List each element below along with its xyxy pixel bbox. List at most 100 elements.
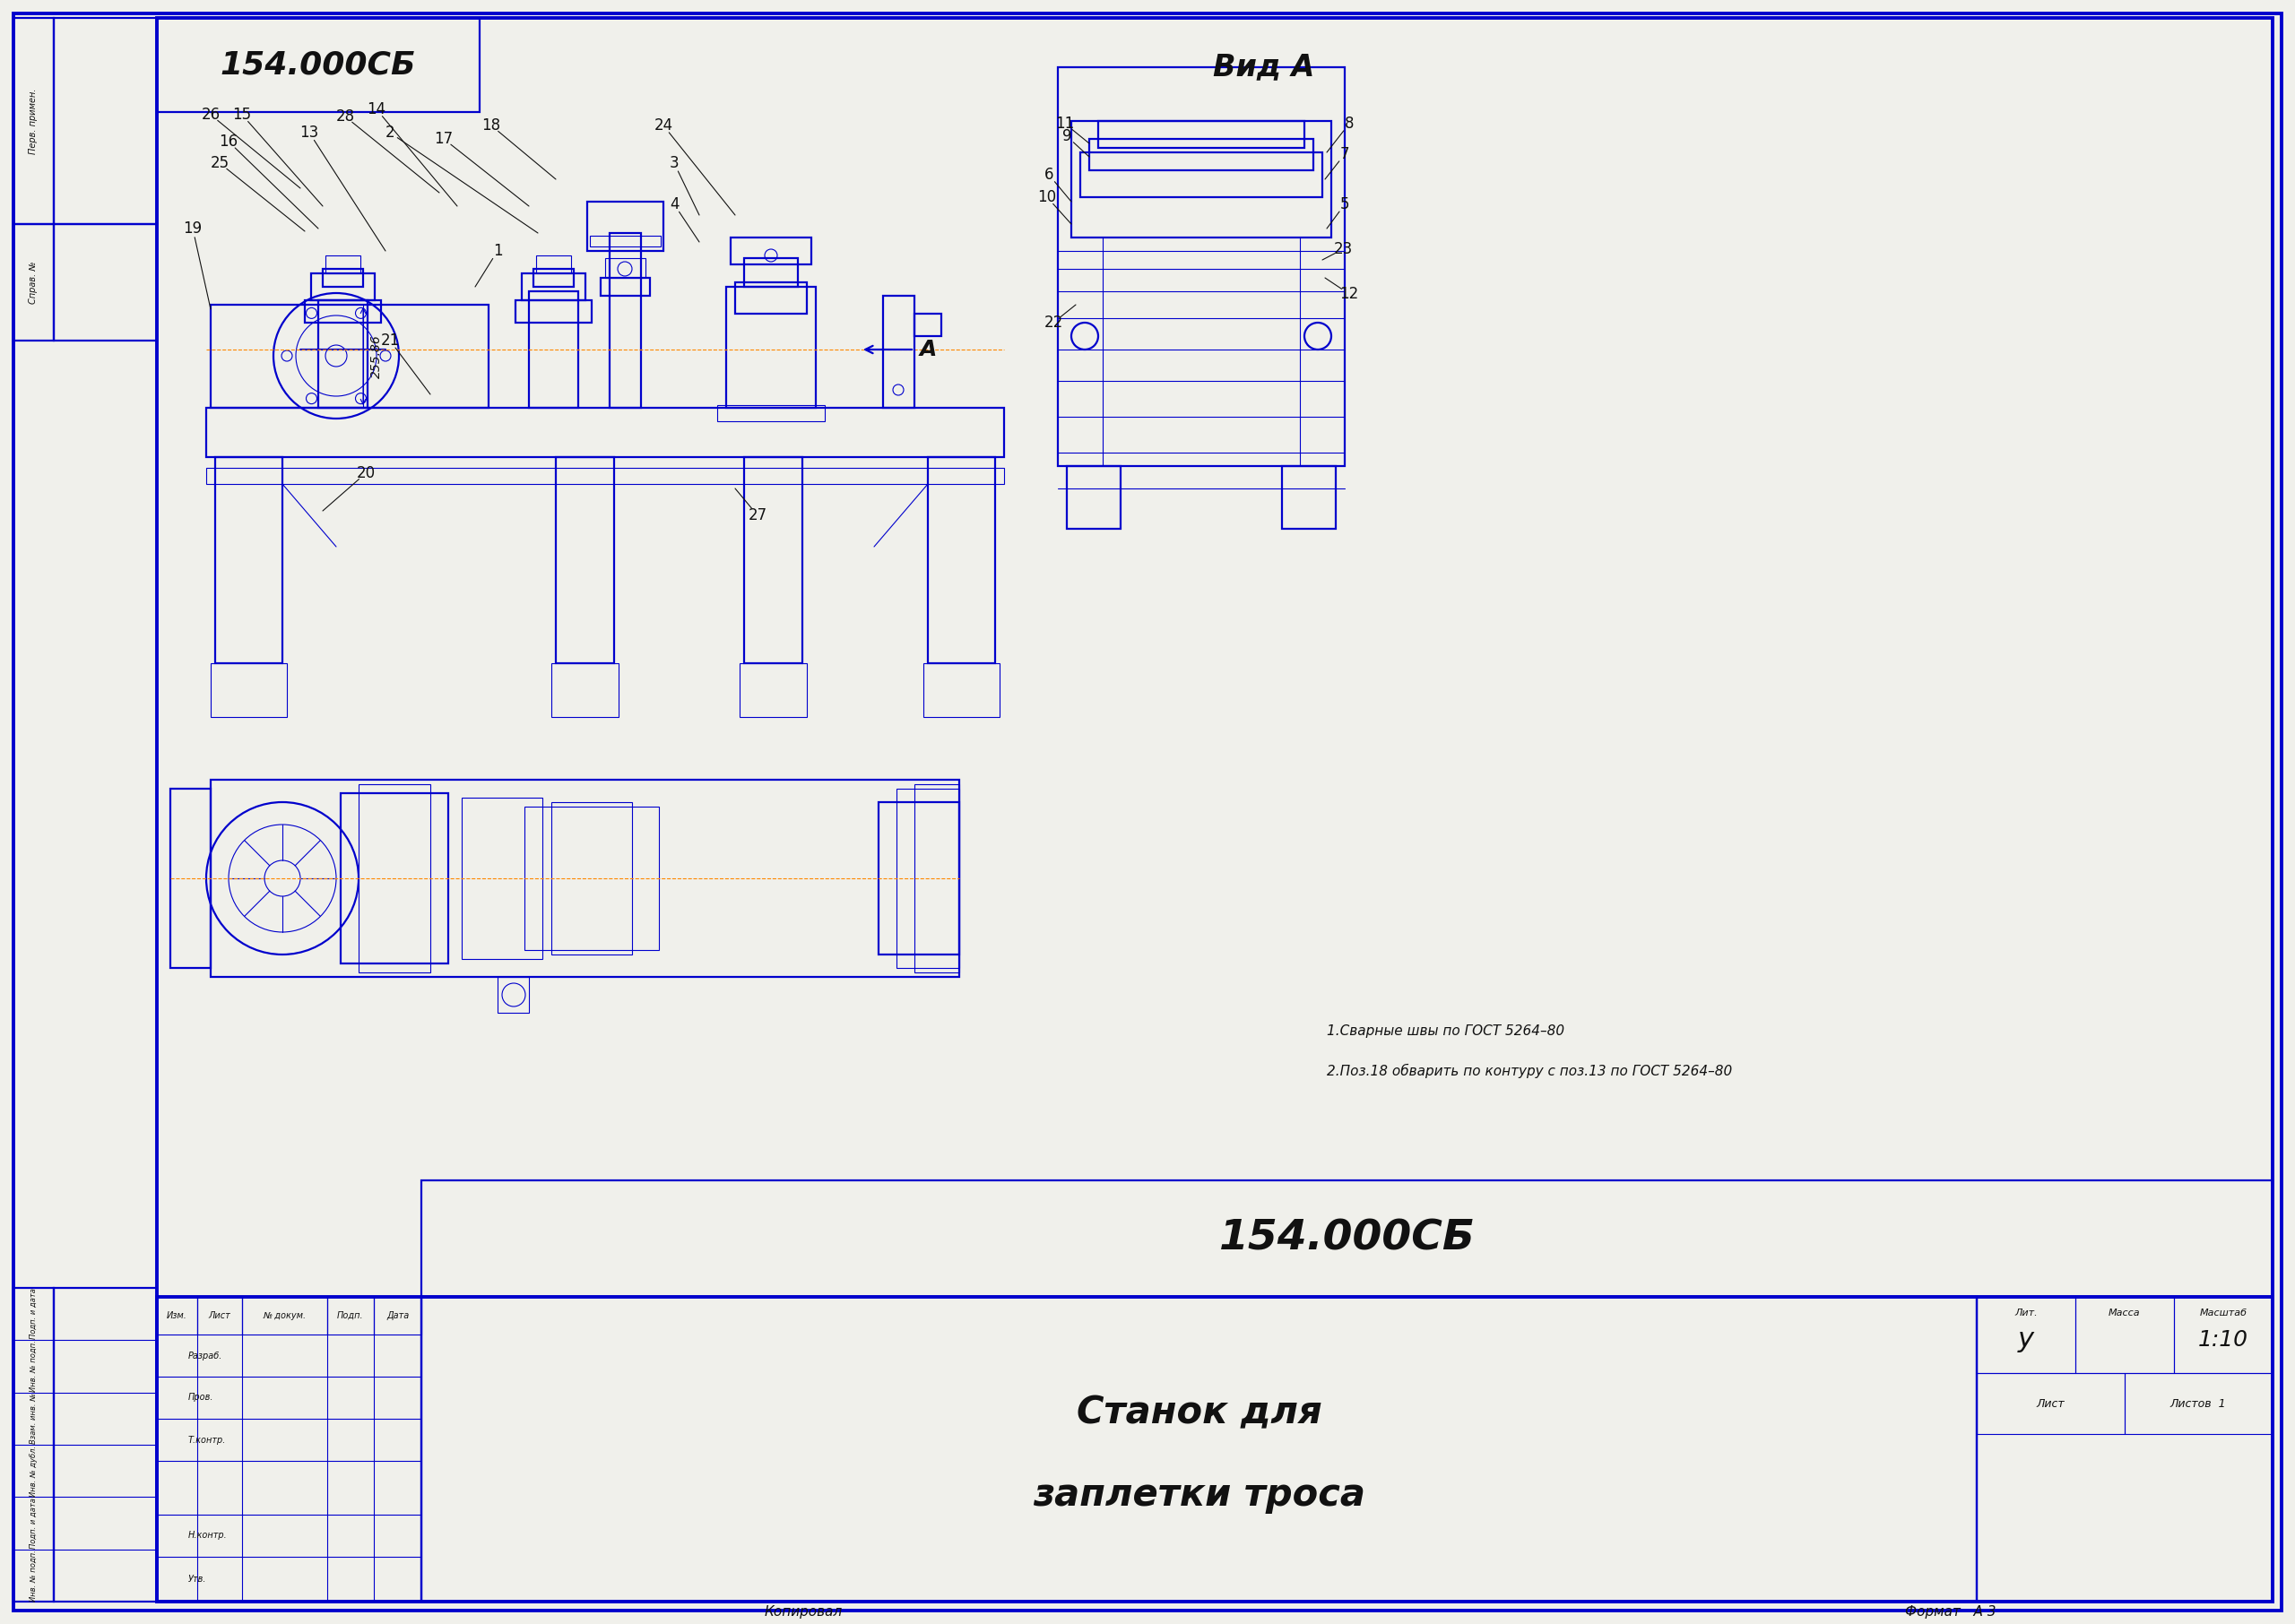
Text: Изм.: Изм. xyxy=(168,1311,188,1320)
Bar xyxy=(14,1288,53,1601)
Text: 1: 1 xyxy=(493,244,503,258)
Text: Инв. № подп.: Инв. № подп. xyxy=(30,1549,37,1601)
Bar xyxy=(211,663,287,718)
Bar xyxy=(197,1298,241,1335)
Text: 25: 25 xyxy=(211,154,230,171)
Bar xyxy=(1976,1298,2272,1601)
Bar xyxy=(461,797,542,960)
Text: Утв.: Утв. xyxy=(188,1575,207,1583)
Bar xyxy=(1081,153,1322,197)
Bar xyxy=(927,456,996,663)
Text: Дата: Дата xyxy=(386,1311,409,1320)
Text: Станок для: Станок для xyxy=(1076,1393,1322,1431)
Bar xyxy=(374,1298,422,1335)
Text: 14: 14 xyxy=(367,101,386,117)
Text: 6: 6 xyxy=(1044,167,1053,184)
Bar xyxy=(324,270,363,287)
Text: Разраб.: Разраб. xyxy=(188,1351,223,1359)
Text: Справ. №: Справ. № xyxy=(30,261,39,304)
Text: Подп.: Подп. xyxy=(337,1311,365,1320)
Text: 23: 23 xyxy=(1333,240,1352,257)
Bar xyxy=(340,793,448,963)
Text: 20: 20 xyxy=(356,464,376,481)
Text: Копировал: Копировал xyxy=(764,1606,842,1619)
Bar xyxy=(53,224,156,341)
Text: 1:10: 1:10 xyxy=(2199,1328,2249,1350)
Text: 12: 12 xyxy=(1340,286,1359,302)
Text: Масштаб: Масштаб xyxy=(2199,1309,2247,1317)
Bar xyxy=(170,789,211,968)
Text: Листов  1: Листов 1 xyxy=(2171,1398,2226,1410)
Bar xyxy=(913,313,941,336)
Bar xyxy=(53,18,156,224)
Bar xyxy=(207,408,1005,456)
Bar xyxy=(2173,1298,2272,1372)
Text: Лист: Лист xyxy=(2036,1398,2066,1410)
Bar xyxy=(498,978,528,1013)
Bar xyxy=(1072,122,1331,237)
Text: 21: 21 xyxy=(381,333,399,349)
Text: Инв. № подп.: Инв. № подп. xyxy=(30,1340,37,1392)
Text: Подп. и дата: Подп. и дата xyxy=(30,1288,37,1340)
Bar xyxy=(730,237,812,265)
Bar xyxy=(588,201,663,252)
Bar xyxy=(716,404,824,421)
Bar xyxy=(555,456,615,663)
Text: у: у xyxy=(2017,1327,2033,1353)
Bar xyxy=(601,278,649,296)
Text: 2.Поз.18 обварить по контуру с поз.13 по ГОСТ 5264–80: 2.Поз.18 обварить по контуру с поз.13 по… xyxy=(1327,1064,1733,1078)
Text: Взам. инв. №: Взам. инв. № xyxy=(30,1393,37,1444)
Bar xyxy=(734,283,808,313)
Bar xyxy=(551,663,620,718)
Bar xyxy=(326,255,360,273)
Bar xyxy=(2125,1372,2272,1434)
Text: 4: 4 xyxy=(670,197,679,213)
Text: 27: 27 xyxy=(748,507,767,523)
Text: 17: 17 xyxy=(434,132,452,148)
Text: Формат   А 3: Формат А 3 xyxy=(1905,1606,1997,1619)
Text: Н.контр.: Н.контр. xyxy=(188,1531,227,1540)
Bar xyxy=(1058,67,1345,466)
Text: 24: 24 xyxy=(654,117,672,133)
Bar xyxy=(551,802,631,955)
Bar xyxy=(14,224,53,341)
Bar xyxy=(312,273,374,300)
Bar xyxy=(537,255,571,273)
Bar xyxy=(211,305,489,408)
Text: 16: 16 xyxy=(218,133,239,149)
Text: Т.контр.: Т.контр. xyxy=(188,1436,227,1444)
Text: 10: 10 xyxy=(1037,188,1056,205)
Bar xyxy=(211,780,959,978)
Bar xyxy=(610,232,640,408)
Bar xyxy=(923,663,1001,718)
Bar xyxy=(216,456,282,663)
Text: 3: 3 xyxy=(670,154,679,171)
Bar xyxy=(913,784,959,973)
Text: 13: 13 xyxy=(301,125,319,141)
Bar xyxy=(156,1298,197,1335)
Bar xyxy=(358,784,431,973)
Bar xyxy=(319,300,367,408)
Bar xyxy=(526,807,659,950)
Text: 7: 7 xyxy=(1340,146,1349,162)
Bar xyxy=(1099,122,1304,148)
Bar xyxy=(328,1298,374,1335)
Bar xyxy=(53,1288,156,1601)
Text: 11: 11 xyxy=(1056,115,1074,132)
Text: 9: 9 xyxy=(1063,128,1072,145)
Bar xyxy=(590,235,661,247)
Text: заплетки троса: заплетки троса xyxy=(1033,1476,1366,1514)
Bar xyxy=(1976,1298,2075,1372)
Bar xyxy=(744,258,799,287)
Text: 154.000СБ: 154.000СБ xyxy=(1219,1218,1476,1259)
Text: 5: 5 xyxy=(1340,197,1349,213)
Bar xyxy=(2075,1298,2173,1372)
Bar xyxy=(528,291,578,408)
Text: 19: 19 xyxy=(184,221,202,237)
Text: 22: 22 xyxy=(1044,315,1063,331)
Text: Масса: Масса xyxy=(2109,1309,2141,1317)
Text: Лит.: Лит. xyxy=(2015,1309,2038,1317)
Bar xyxy=(744,456,803,663)
Text: 8: 8 xyxy=(1345,115,1354,132)
Text: Вид А: Вид А xyxy=(1214,52,1315,81)
